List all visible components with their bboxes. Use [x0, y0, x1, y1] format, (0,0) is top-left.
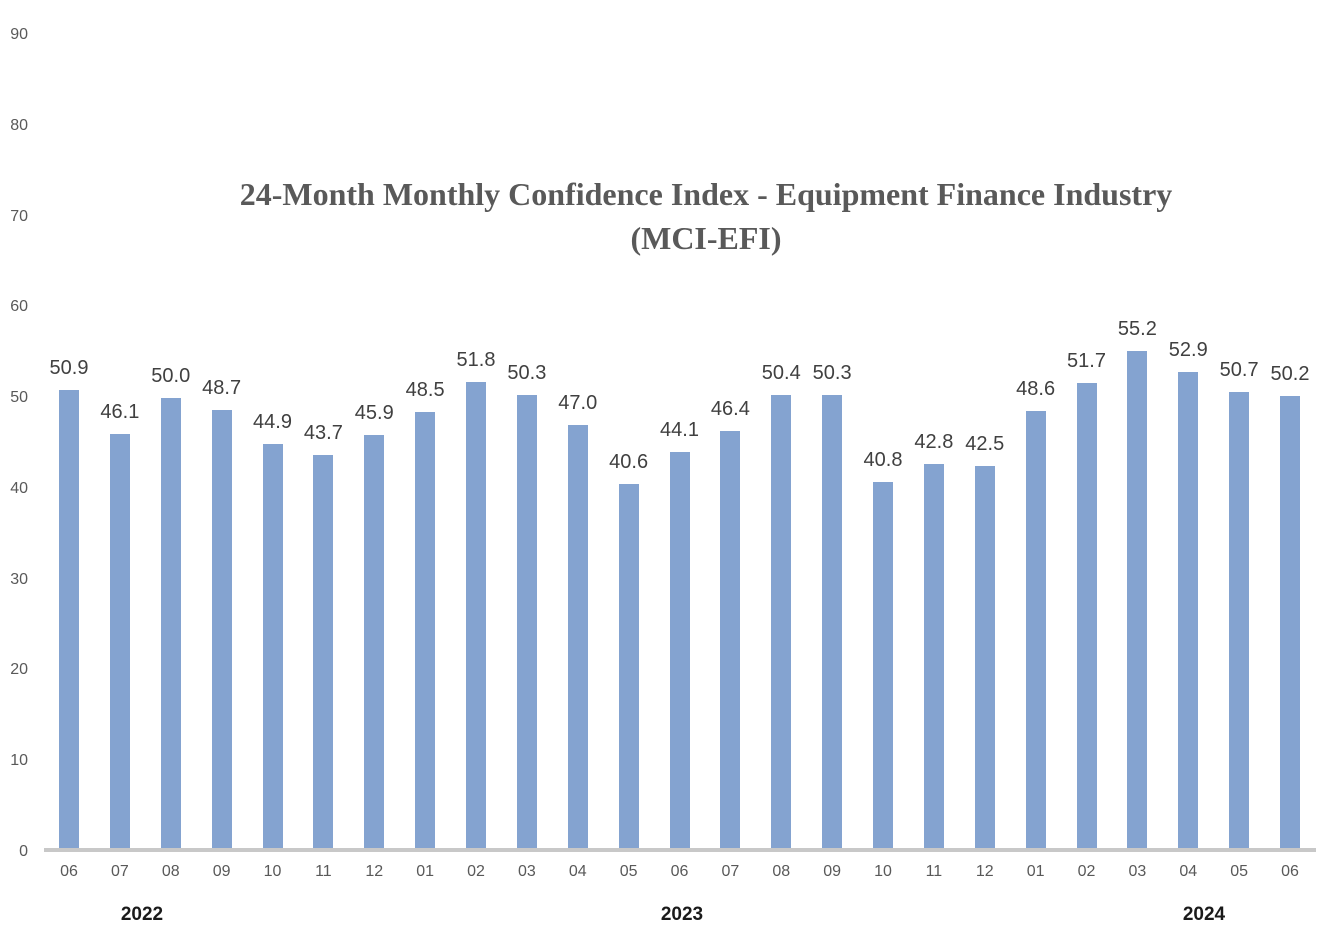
bar-value-label: 51.7 — [1067, 349, 1106, 372]
month-tick-label: 09 — [212, 863, 231, 880]
bar — [262, 444, 283, 852]
y-tick-label: 0 — [19, 843, 28, 860]
month-tick-label: 06 — [1281, 863, 1299, 880]
bar-value-label: 50.9 — [49, 357, 89, 380]
bar-value-label: 51.8 — [456, 348, 496, 371]
month-tick-label: 03 — [517, 863, 536, 880]
bar-value-label: 44.1 — [660, 418, 699, 441]
month-tick-label: 08 — [161, 863, 180, 880]
bar — [516, 395, 537, 852]
bar-value-label: 46.1 — [100, 400, 140, 423]
month-tick-label: 12 — [365, 863, 384, 880]
bar — [873, 481, 893, 852]
month-tick-label: 05 — [1230, 863, 1249, 880]
bar — [415, 411, 436, 852]
chart-title-line-1: 24-Month Monthly Confidence Index - Equi… — [239, 176, 1173, 212]
bar — [567, 425, 588, 852]
bar-value-label: 50.3 — [507, 362, 547, 385]
bar — [1127, 351, 1148, 852]
month-tick-label: 11 — [315, 863, 332, 880]
bar — [1178, 371, 1199, 852]
month-tick-label: 06 — [670, 863, 689, 880]
chart-title: 24-Month Monthly Confidence Index - Equi… — [76, 172, 1336, 260]
month-tick-label: 09 — [823, 863, 842, 880]
bar-value-label: 45.9 — [354, 402, 394, 425]
year-label: 2023 — [660, 904, 704, 925]
month-tick-label: 11 — [925, 863, 943, 880]
y-tick-label: 50 — [10, 389, 28, 407]
bar-value-label: 50.4 — [761, 361, 801, 384]
bar-value-label: 47.0 — [558, 392, 598, 415]
bar — [1229, 391, 1250, 852]
bar-value-label: 42.5 — [965, 433, 1005, 456]
bar — [59, 390, 79, 852]
bar-value-label: 40.8 — [863, 448, 903, 471]
month-tick-label: 04 — [1179, 863, 1198, 880]
y-tick-label: 20 — [10, 661, 28, 679]
bar — [1280, 396, 1300, 852]
bar — [822, 395, 843, 852]
month-tick-label: 10 — [263, 863, 282, 880]
month-tick-label: 08 — [772, 863, 791, 880]
month-tick-label: 04 — [568, 863, 587, 880]
bar-value-label: 48.6 — [1016, 377, 1056, 400]
month-tick-label: 10 — [874, 863, 892, 880]
year-label: 2024 — [1182, 904, 1226, 925]
bar — [466, 381, 486, 852]
bar-value-label: 44.9 — [253, 411, 292, 434]
bar — [720, 430, 741, 852]
y-tick-label: 30 — [10, 570, 28, 588]
month-tick-label: 02 — [1077, 863, 1096, 880]
month-tick-label: 07 — [721, 863, 740, 880]
bar — [771, 394, 792, 852]
bar-value-label: 50.3 — [812, 362, 852, 385]
month-tick-label: 05 — [619, 863, 638, 880]
x-axis-line — [44, 848, 1316, 852]
month-tick-label: 12 — [975, 863, 994, 880]
month-tick-label: 01 — [1026, 863, 1045, 880]
y-tick-label: 60 — [10, 298, 28, 316]
bar — [364, 435, 385, 852]
year-label: 2022 — [120, 904, 164, 925]
bar — [160, 398, 181, 852]
bar — [974, 466, 995, 852]
month-tick-label: 06 — [60, 863, 78, 880]
bar — [313, 455, 334, 852]
y-tick-label: 70 — [10, 207, 28, 225]
bar-value-label: 43.7 — [303, 422, 343, 445]
bar — [211, 409, 232, 852]
bar — [1076, 382, 1097, 852]
y-tick-label: 40 — [10, 479, 28, 497]
bar-value-label: 50.0 — [151, 365, 191, 388]
bar-value-label: 50.2 — [1270, 363, 1310, 386]
bar-value-label: 52.9 — [1168, 338, 1208, 361]
bar-value-label: 50.7 — [1219, 358, 1259, 381]
bar-value-label: 42.8 — [914, 430, 954, 453]
bar — [1025, 410, 1046, 852]
bar-value-label: 48.5 — [405, 378, 445, 401]
chart-title-line-2: (MCI-EFI) — [630, 220, 782, 256]
month-tick-label: 07 — [110, 863, 129, 880]
bar-value-label: 48.7 — [202, 376, 242, 399]
y-tick-label: 80 — [10, 116, 28, 134]
bar — [669, 451, 690, 852]
bar-value-label: 46.4 — [710, 397, 750, 420]
bar-value-label: 55.2 — [1117, 318, 1157, 340]
month-tick-label: 03 — [1128, 863, 1147, 880]
y-tick-label: 90 — [10, 26, 28, 44]
bar — [109, 433, 130, 852]
month-tick-label: 01 — [416, 863, 435, 880]
bar-value-label: 40.6 — [609, 450, 649, 473]
bar — [923, 463, 944, 852]
month-tick-label: 02 — [467, 863, 485, 880]
y-tick-label: 10 — [10, 752, 28, 770]
bar — [618, 483, 639, 852]
